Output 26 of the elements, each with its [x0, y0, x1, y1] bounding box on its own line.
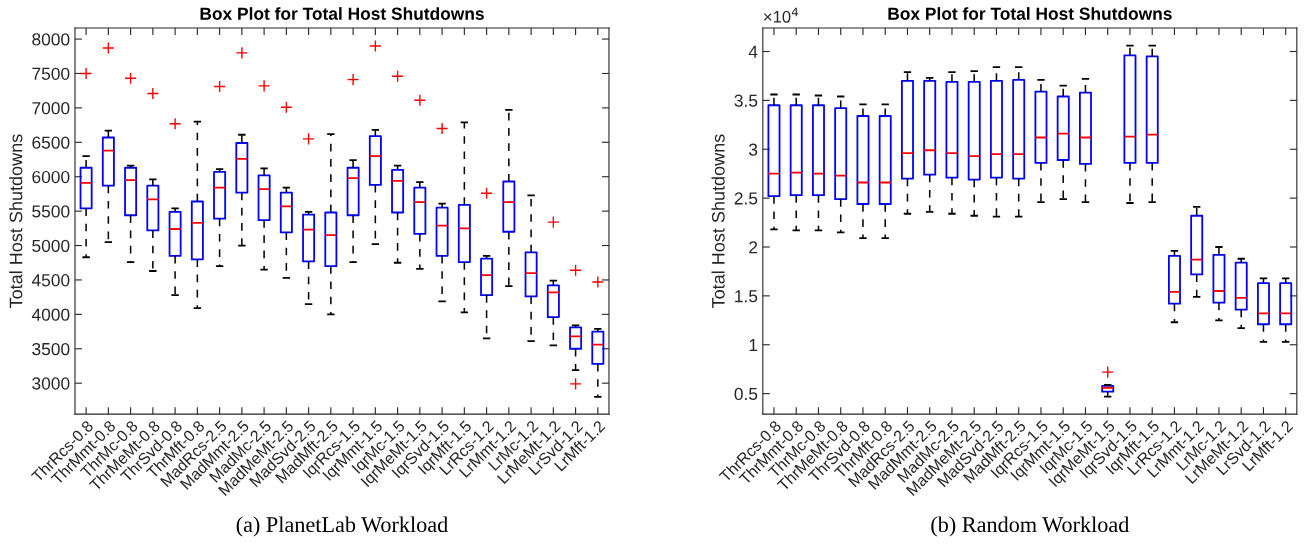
y-tick-label: 8000 [32, 33, 70, 46]
y-axis-title: Total Host Shutdowns [711, 134, 725, 308]
y-tick-label: 1.5 [735, 290, 758, 303]
y-tick-label: 4500 [31, 274, 70, 287]
y-tick-label: 3 [748, 143, 758, 156]
y-axis-title: Total Host Shutdowns [9, 134, 23, 308]
y-tick-label: 4000 [31, 308, 70, 321]
y-tick-label: 2.5 [734, 192, 758, 205]
y-tick-label: 2 [749, 241, 758, 254]
y-tick-label: 4 [748, 45, 758, 58]
text: (b) Random Workload [931, 516, 1130, 537]
text: ×10$^{4}$ [764, 7, 799, 23]
y-tick-label: 7500 [32, 67, 70, 80]
y-tick-label: 5000 [32, 239, 70, 252]
y-tick-label: 6500 [32, 136, 70, 149]
y-tick-label: 1 [749, 339, 758, 352]
chart-title: Box Plot for Total Host Shutdowns [888, 7, 1172, 20]
y-tick-label: 0.5 [734, 387, 758, 401]
y-tick-label: 3.5 [734, 94, 758, 107]
chart-title: Box Plot for Total Host Shutdowns [200, 7, 484, 20]
text: (a) PlanetLab Workload [236, 516, 448, 537]
y-tick-label: 5500 [32, 205, 70, 218]
y-tick-label: 3500 [32, 342, 70, 356]
y-tick-label: 7000 [32, 102, 70, 115]
y-tick-label: 6000 [32, 170, 70, 184]
y-tick-label: 3000 [32, 377, 70, 390]
